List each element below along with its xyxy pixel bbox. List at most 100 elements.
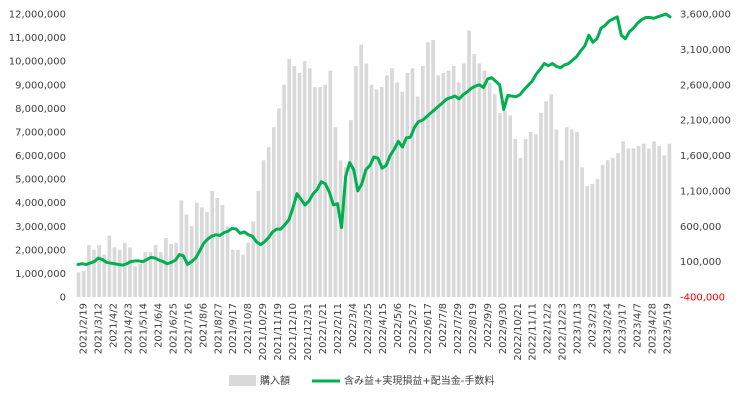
bar	[379, 87, 384, 297]
bar	[431, 39, 435, 297]
bar	[153, 245, 158, 297]
bar	[467, 30, 471, 297]
left-axis-ticks: 0 1,000,000 2,000,000 3,000,000 4,000,000 5,0…	[9, 10, 66, 304]
x-tick-label: 2021/9/17	[228, 303, 239, 354]
legend-label-profit: 含み益+実現損益+配当金-手数料	[344, 374, 494, 387]
left-tick-label: 10,000,000	[9, 57, 66, 68]
x-tick-label: 2023/1/13	[573, 303, 584, 354]
bar-series-purchase	[76, 30, 672, 298]
bar	[621, 141, 626, 297]
bar	[359, 44, 364, 297]
bar	[251, 221, 256, 297]
x-tick-label: 2022/3/4	[348, 303, 359, 348]
x-tick-label: 2022/5/27	[408, 303, 419, 354]
bar	[87, 245, 91, 297]
bar	[590, 183, 595, 297]
left-tick-label: 2,000,000	[15, 245, 66, 256]
bar	[569, 129, 574, 297]
bar	[600, 164, 605, 297]
bar	[349, 120, 353, 298]
bar	[323, 84, 328, 297]
right-tick-label: 3,100,000	[680, 45, 731, 56]
bar	[385, 75, 389, 297]
left-tick-label: 1,000,000	[15, 269, 66, 280]
right-tick-label: 1,600,000	[680, 151, 731, 162]
x-tick-label: 2021/12/10	[288, 303, 299, 361]
bar	[626, 148, 631, 297]
x-tick-label: 2022/2/11	[333, 303, 344, 354]
x-tick-label: 2022/9/9	[483, 303, 494, 348]
bar	[112, 247, 117, 297]
bar	[451, 65, 456, 297]
right-tick-label: 100,000	[680, 257, 721, 268]
bar	[236, 249, 240, 297]
left-tick-label: 4,000,000	[15, 198, 66, 209]
bar	[117, 249, 122, 297]
bar	[92, 249, 96, 297]
bar	[508, 115, 513, 297]
bar	[523, 138, 528, 297]
bar	[343, 167, 348, 297]
x-tick-label: 2023/4/28	[648, 303, 659, 354]
bar	[282, 84, 286, 297]
bar	[107, 235, 112, 297]
bar	[549, 94, 554, 298]
bar	[605, 160, 610, 297]
x-tick-label: 2023/5/19	[663, 303, 674, 354]
bar	[559, 160, 564, 297]
bar	[436, 75, 441, 297]
bar	[225, 226, 230, 297]
bar	[128, 247, 132, 297]
bar	[164, 238, 168, 297]
bar	[266, 147, 271, 297]
bar	[179, 200, 184, 297]
x-tick-label: 2022/12/23	[558, 303, 569, 361]
bar	[426, 42, 430, 297]
bar	[611, 157, 615, 297]
x-tick-label: 2021/10/29	[258, 303, 269, 361]
bar	[616, 153, 620, 297]
x-tick-label: 2021/5/14	[138, 303, 149, 354]
bar	[631, 148, 636, 297]
bar	[297, 72, 302, 298]
legend-swatch-purchase	[229, 375, 256, 386]
bar	[492, 94, 497, 298]
bar	[462, 63, 466, 297]
x-tick-label: 2023/3/17	[618, 303, 629, 354]
bar	[534, 134, 538, 297]
bar	[292, 65, 297, 297]
right-tick-label: 3,600,000	[680, 10, 731, 21]
x-tick-label: 2022/5/6	[393, 303, 404, 348]
x-tick-label: 2021/4/2	[108, 303, 119, 348]
x-tick-label: 2022/9/30	[498, 303, 509, 354]
bar	[364, 63, 369, 297]
bar	[277, 108, 281, 297]
bar	[328, 70, 333, 297]
bar	[405, 72, 410, 298]
bar	[544, 101, 548, 297]
left-tick-label: 9,000,000	[15, 80, 66, 91]
bar	[580, 167, 584, 297]
bar	[441, 72, 446, 298]
bar	[230, 249, 235, 297]
left-tick-label: 12,000,000	[9, 10, 66, 21]
left-tick-label: 7,000,000	[15, 127, 66, 138]
bar	[528, 131, 533, 297]
bar	[667, 143, 672, 297]
x-tick-label: 2021/2/19	[79, 303, 90, 354]
bar	[420, 65, 425, 297]
right-tick-label: -400,000	[680, 293, 725, 304]
bar	[662, 155, 667, 297]
bar	[595, 179, 600, 297]
bar	[472, 54, 477, 298]
bar	[487, 82, 492, 297]
bar	[246, 242, 250, 297]
bar	[446, 70, 451, 297]
x-tick-label: 2023/4/7	[633, 303, 644, 348]
bar	[539, 113, 543, 297]
bar	[657, 146, 662, 297]
bar	[143, 252, 148, 297]
left-tick-label: 3,000,000	[15, 222, 66, 233]
x-tick-label: 2022/8/19	[468, 303, 479, 354]
